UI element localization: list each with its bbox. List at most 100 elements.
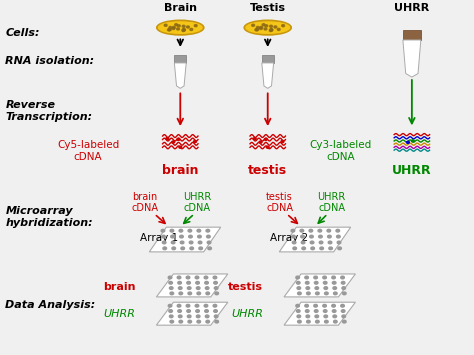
Circle shape [205,282,209,284]
Polygon shape [262,63,273,88]
Circle shape [206,229,210,232]
Circle shape [162,235,165,238]
Ellipse shape [158,22,202,33]
Circle shape [323,282,327,284]
Circle shape [411,140,414,142]
Circle shape [311,247,314,250]
Text: Testis: Testis [250,4,286,13]
Circle shape [291,229,295,232]
Circle shape [182,29,185,31]
Circle shape [171,241,175,244]
Circle shape [341,282,345,284]
Circle shape [296,304,300,307]
Circle shape [301,235,304,238]
Text: Reverse
Transcription:: Reverse Transcription: [5,100,92,122]
Circle shape [169,282,173,284]
Circle shape [214,287,218,289]
Circle shape [324,287,328,289]
Circle shape [305,304,309,307]
Circle shape [193,141,196,143]
Circle shape [270,29,273,31]
Circle shape [259,27,262,29]
Circle shape [177,28,180,30]
Circle shape [205,310,209,312]
Circle shape [270,25,273,27]
Circle shape [269,29,272,32]
Text: UHRR
cDNA: UHRR cDNA [318,192,346,213]
Text: UHRR: UHRR [103,309,136,319]
Circle shape [187,282,191,284]
Circle shape [163,241,166,244]
Text: Microarray
hybridization:: Microarray hybridization: [5,206,93,228]
Circle shape [179,146,182,148]
Circle shape [182,25,185,27]
Circle shape [188,292,191,295]
Circle shape [199,247,202,250]
Circle shape [341,276,344,279]
Bar [262,55,273,63]
Circle shape [305,310,309,312]
Circle shape [310,241,314,244]
Circle shape [204,276,208,279]
Circle shape [297,315,301,318]
Circle shape [319,241,323,244]
Circle shape [204,304,208,307]
Circle shape [206,320,210,323]
Polygon shape [284,302,356,325]
Circle shape [266,146,269,148]
Circle shape [407,141,410,143]
Circle shape [195,276,199,279]
Text: RNA isolation:: RNA isolation: [5,56,94,66]
Circle shape [197,320,201,323]
Circle shape [298,292,301,295]
Polygon shape [403,40,421,77]
Circle shape [166,138,169,140]
Circle shape [323,304,327,307]
Circle shape [208,247,211,250]
Circle shape [213,304,217,307]
Circle shape [187,26,190,28]
Text: testis: testis [248,164,287,177]
Circle shape [215,292,219,295]
Text: Array 2: Array 2 [270,233,308,243]
Circle shape [334,320,337,323]
Circle shape [306,287,310,289]
Circle shape [292,241,296,244]
Circle shape [189,235,192,238]
Circle shape [188,229,191,232]
Circle shape [332,276,336,279]
Circle shape [305,282,309,284]
Circle shape [341,304,344,307]
Circle shape [324,315,328,318]
Polygon shape [174,63,186,88]
Circle shape [164,24,167,26]
Text: UHRR
cDNA: UHRR cDNA [182,192,211,213]
Text: Data Analysis:: Data Analysis: [5,300,96,310]
Circle shape [214,310,217,312]
Text: testis: testis [228,282,263,292]
Circle shape [163,247,166,250]
Circle shape [205,315,209,318]
Polygon shape [279,227,351,252]
Circle shape [190,247,193,250]
Circle shape [170,292,173,295]
Text: brain: brain [103,282,136,292]
Ellipse shape [156,20,204,35]
Circle shape [169,315,173,318]
Circle shape [270,29,273,31]
Circle shape [314,304,318,307]
Circle shape [168,28,171,31]
Circle shape [187,310,191,312]
Polygon shape [149,227,221,252]
Circle shape [314,276,318,279]
Circle shape [274,26,277,28]
Circle shape [262,24,265,26]
Circle shape [341,310,345,312]
Circle shape [168,276,172,279]
Circle shape [328,241,332,244]
Text: brain
cDNA: brain cDNA [131,192,158,213]
Circle shape [187,315,191,318]
Circle shape [253,138,256,140]
Circle shape [190,28,193,31]
Circle shape [307,320,310,323]
